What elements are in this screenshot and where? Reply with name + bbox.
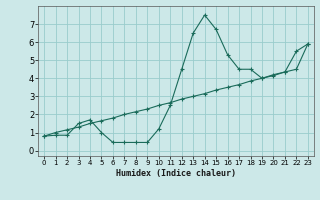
X-axis label: Humidex (Indice chaleur): Humidex (Indice chaleur) — [116, 169, 236, 178]
